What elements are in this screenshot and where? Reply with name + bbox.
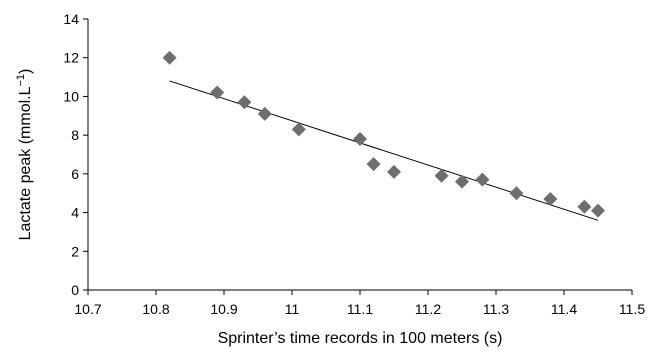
- y-tick-label: 12: [63, 50, 79, 66]
- data-point: [543, 192, 558, 207]
- y-axis-title: Lactate peak (mmol.L−1): [15, 69, 34, 241]
- y-tick-label: 0: [71, 282, 79, 298]
- y-axis-title-superscript: −1: [15, 74, 27, 87]
- data-point: [162, 50, 177, 65]
- data-point: [387, 164, 401, 179]
- y-axis-title-text: Lactate peak (mmol.L: [17, 86, 34, 240]
- data-point: [509, 186, 524, 201]
- trend-line: [169, 80, 599, 221]
- data-point: [455, 174, 469, 189]
- x-tick-label: 11: [285, 301, 300, 317]
- y-tick-label: 14: [63, 11, 79, 27]
- data-point: [475, 172, 490, 187]
- x-axis-ticks: 10.7 10.8 10.9 11 11.1 11.2 11.3 11.4 11.5: [74, 290, 645, 317]
- data-point: [257, 106, 272, 121]
- y-tick-label: 2: [71, 243, 79, 259]
- x-tick-label: 10.8: [142, 301, 169, 317]
- data-point: [210, 85, 225, 100]
- x-tick-label: 11.4: [551, 301, 577, 317]
- data-point: [577, 199, 592, 214]
- data-point: [366, 157, 381, 172]
- x-tick-label: 11.3: [483, 301, 509, 317]
- x-axis-title: Sprinter’s time records in 100 meters (s…: [218, 330, 503, 347]
- y-axis-ticks: 0 2 4 6 8 10 12 14: [63, 11, 88, 298]
- x-tick-label: 11.2: [415, 301, 441, 317]
- y-tick-label: 4: [71, 205, 79, 221]
- x-tick-label: 11.1: [347, 301, 373, 317]
- x-tick-label: 10.9: [210, 301, 237, 317]
- data-point: [353, 132, 367, 147]
- y-tick-label: 8: [71, 127, 79, 143]
- y-axis-title-suffix: ): [17, 69, 34, 74]
- x-tick-label: 10.7: [74, 301, 101, 317]
- data-point: [237, 95, 252, 110]
- y-tick-label: 10: [63, 88, 79, 104]
- y-tick-label: 6: [71, 166, 79, 182]
- x-tick-label: 11.5: [619, 301, 645, 317]
- data-point: [434, 168, 449, 183]
- data-point: [291, 122, 306, 137]
- data-point: [591, 203, 605, 218]
- data-points: [162, 50, 605, 218]
